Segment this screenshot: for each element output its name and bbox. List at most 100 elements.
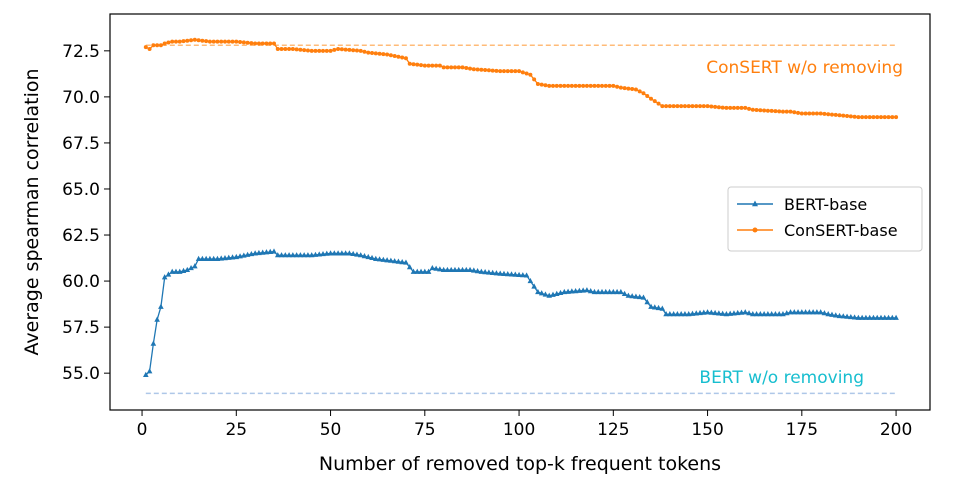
data-point	[705, 104, 710, 109]
data-point	[603, 83, 608, 88]
data-point	[475, 67, 480, 72]
data-point	[505, 69, 510, 74]
data-point	[822, 111, 827, 116]
data-point	[455, 266, 462, 273]
data-point	[225, 254, 232, 260]
y-axis-title: Average spearman correlation	[21, 68, 43, 355]
data-point	[317, 48, 322, 53]
data-point	[743, 105, 748, 110]
data-point	[181, 39, 186, 44]
data-point	[720, 105, 725, 110]
data-point	[644, 299, 651, 305]
data-point	[832, 312, 839, 318]
data-point	[459, 266, 466, 273]
data-point	[768, 311, 775, 317]
data-point	[562, 83, 567, 88]
data-point	[211, 39, 216, 44]
data-point	[497, 270, 504, 276]
data-point	[728, 105, 733, 110]
data-point	[670, 311, 677, 317]
data-point	[158, 43, 163, 48]
data-point	[385, 52, 390, 57]
data-point	[633, 87, 638, 92]
data-point	[649, 96, 654, 101]
data-point	[712, 309, 718, 316]
data-point	[595, 288, 602, 295]
data-point	[207, 255, 213, 261]
x-tick-label: 150	[691, 420, 723, 440]
data-point	[762, 108, 767, 113]
data-point	[885, 314, 892, 320]
data-point	[701, 104, 706, 109]
data-point	[682, 104, 687, 109]
data-point	[754, 108, 759, 113]
data-point	[444, 266, 451, 273]
data-point	[294, 47, 299, 52]
data-point	[471, 67, 476, 72]
data-point	[189, 38, 194, 43]
data-point	[769, 108, 774, 113]
data-point	[625, 292, 632, 298]
data-point	[814, 309, 820, 315]
data-point	[399, 258, 405, 265]
data-point	[301, 252, 307, 258]
data-point	[388, 53, 393, 58]
data-point	[535, 288, 541, 295]
data-point	[561, 288, 568, 295]
data-point	[384, 257, 390, 263]
data-point	[234, 39, 239, 44]
data-point	[532, 77, 537, 82]
data-point	[150, 340, 157, 346]
data-point	[810, 309, 816, 315]
data-point	[429, 264, 436, 271]
data-point	[881, 314, 888, 320]
data-point	[272, 41, 276, 46]
data-point	[422, 268, 428, 274]
data-point	[498, 69, 503, 74]
data-point	[302, 48, 307, 53]
data-point	[679, 104, 684, 109]
data-point	[204, 39, 209, 44]
data-point	[566, 83, 571, 88]
data-point	[426, 63, 431, 68]
data-point	[370, 51, 375, 56]
data-point	[524, 71, 529, 76]
data-point	[607, 83, 612, 88]
data-point	[320, 250, 326, 257]
data-point	[803, 111, 808, 116]
data-point	[859, 314, 865, 320]
data-point	[173, 39, 178, 44]
data-point	[682, 311, 688, 317]
data-point	[588, 83, 593, 88]
data-point	[708, 309, 715, 315]
data-point	[516, 271, 522, 278]
data-point	[580, 287, 586, 293]
data-point	[437, 266, 443, 272]
data-point	[170, 39, 175, 44]
data-point	[776, 311, 782, 317]
data-point	[844, 313, 850, 319]
data-point	[490, 68, 495, 73]
data-point	[195, 255, 202, 261]
data-point	[513, 69, 518, 74]
data-point	[460, 65, 465, 70]
data-point	[347, 47, 352, 52]
data-point	[467, 266, 473, 273]
data-point	[539, 82, 544, 87]
data-point	[336, 46, 341, 51]
data-point	[528, 72, 533, 77]
y-tick-label: 72.5	[62, 42, 100, 62]
data-point	[599, 288, 605, 295]
data-point	[222, 39, 227, 44]
data-point	[434, 63, 439, 68]
data-point	[449, 65, 454, 70]
data-point	[445, 65, 450, 70]
data-point	[611, 83, 616, 88]
data-point	[184, 266, 191, 273]
data-point	[430, 63, 435, 68]
data-point	[452, 266, 458, 273]
x-axis-title: Number of removed top-k frequent tokens	[319, 453, 721, 475]
y-tick-label: 65.0	[62, 180, 100, 200]
data-point	[331, 250, 338, 256]
